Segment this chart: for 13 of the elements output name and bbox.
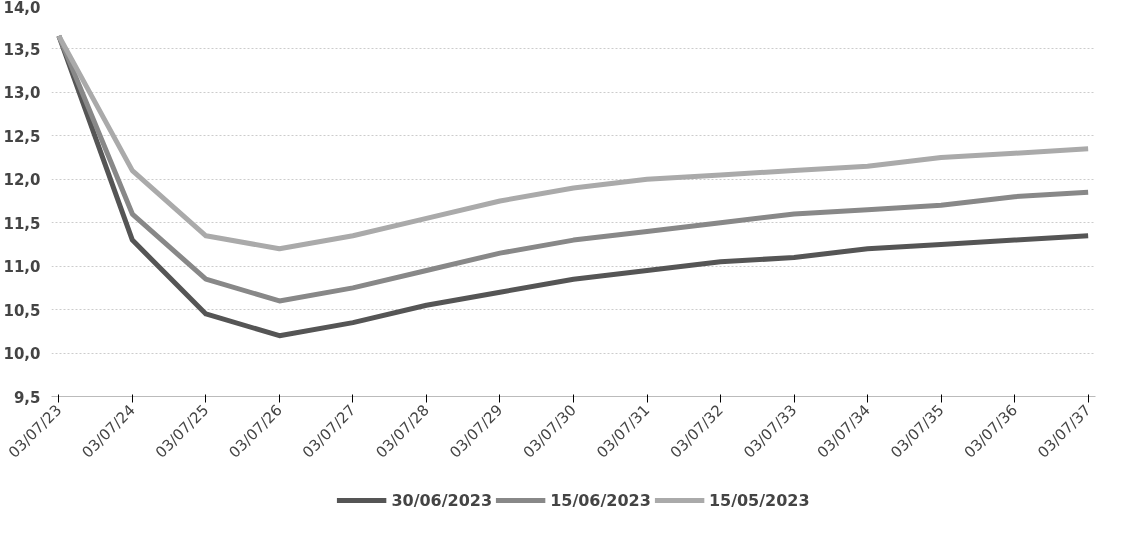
y-tick-label: 9,5: [13, 388, 41, 407]
legend-label: 15/06/2023: [550, 490, 651, 510]
legend-label: 15/05/2023: [708, 490, 810, 510]
y-tick-label: 12,0: [3, 171, 41, 190]
y-tick-label: 10,5: [3, 301, 41, 320]
legend-label: 30/06/2023: [391, 490, 493, 510]
y-tick-label: 13,0: [3, 84, 41, 103]
y-tick-label: 11,5: [3, 214, 41, 233]
y-tick-label: 12,5: [3, 127, 41, 146]
y-tick-label: 14,0: [3, 0, 41, 17]
y-tick-label: 13,5: [3, 40, 41, 59]
y-tick-label: 10,0: [3, 345, 41, 364]
y-tick-label: 11,0: [3, 258, 41, 277]
